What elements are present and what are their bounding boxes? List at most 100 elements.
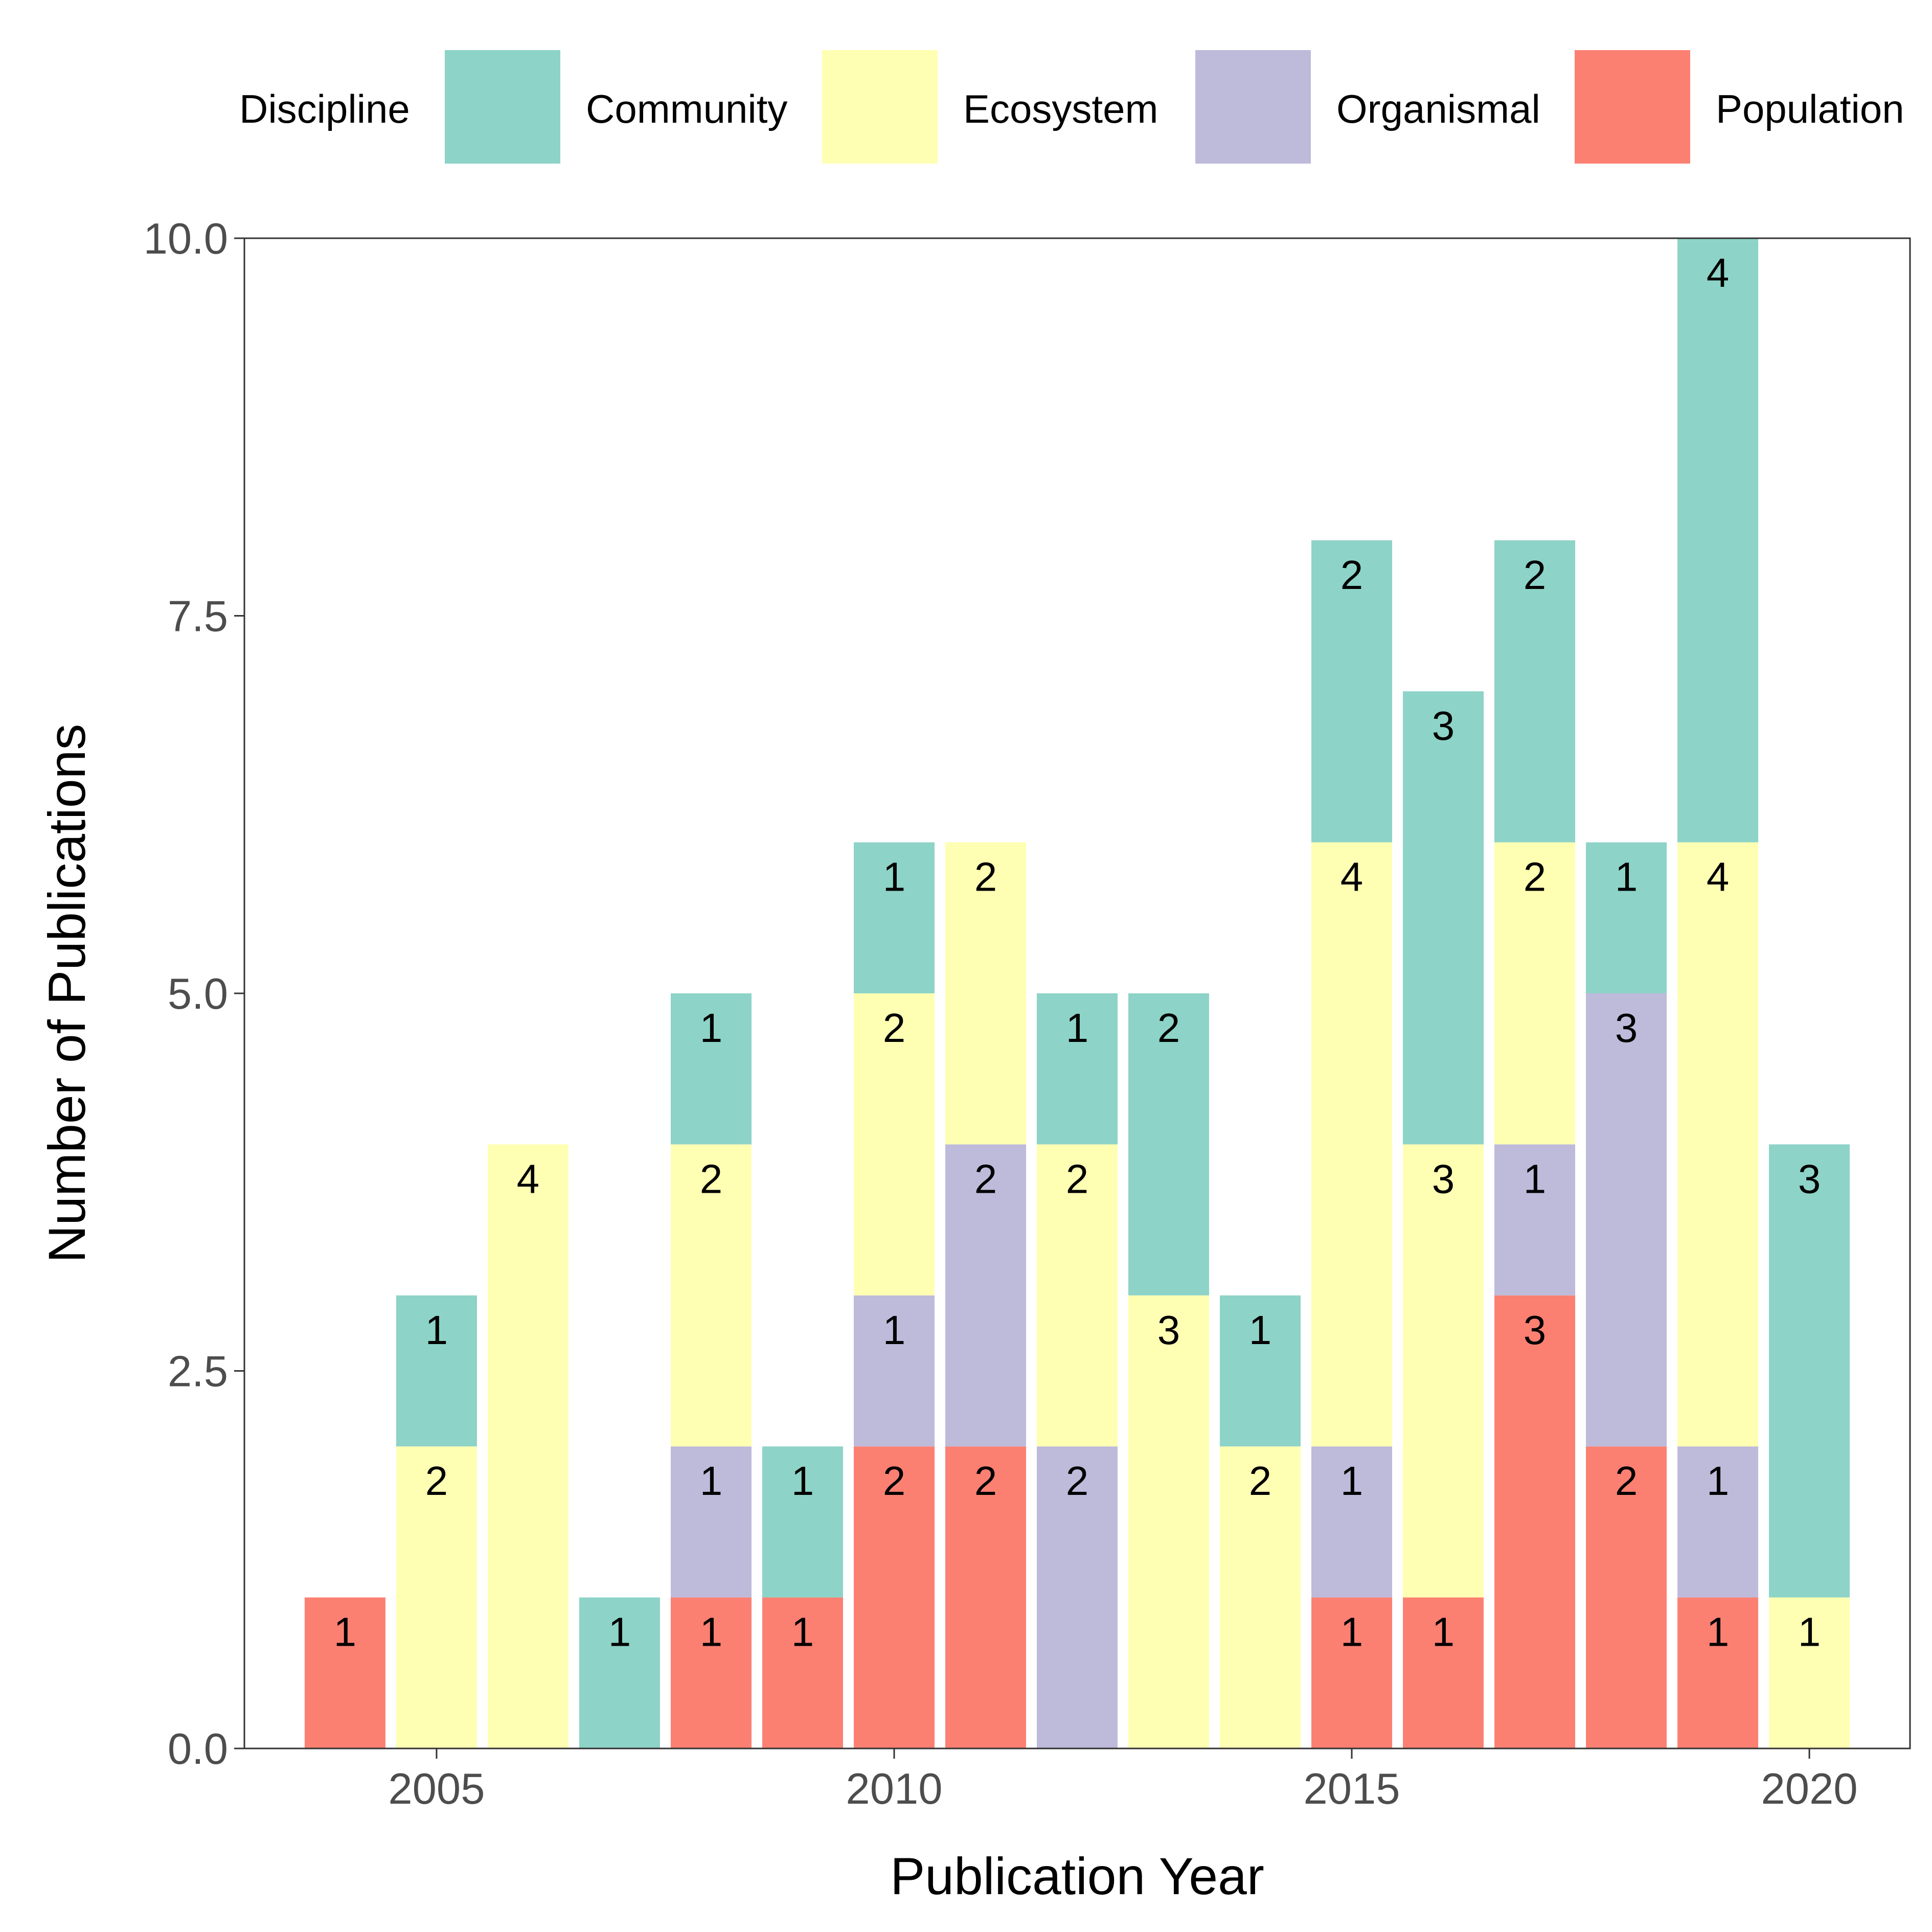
bar-population-2011: [945, 1446, 1026, 1748]
bar-label-community-2020: 3: [1798, 1156, 1821, 1201]
bar-ecosystem-2014: [1220, 1446, 1301, 1748]
bar-label-organismal-2017: 1: [1524, 1156, 1547, 1201]
bar-population-2015: [1311, 1597, 1393, 1748]
bar-population-2016: [1403, 1597, 1484, 1748]
bar-label-population-2019: 1: [1707, 1609, 1730, 1655]
bar-organismal-2011: [945, 1144, 1026, 1447]
bar-label-community-2016: 3: [1432, 703, 1455, 748]
bar-label-community-2013: 2: [1157, 1005, 1180, 1051]
bar-community-2008: [670, 993, 752, 1145]
bar-organismal-2017: [1494, 1144, 1576, 1295]
bar-community-2013: [1128, 993, 1210, 1295]
bar-population-2018: [1586, 1446, 1667, 1748]
bar-community-2018: [1586, 842, 1667, 993]
legend-label-community: Community: [586, 86, 787, 131]
bar-organismal-2012: [1037, 1446, 1118, 1748]
bar-population-2008: [670, 1597, 752, 1748]
bar-label-ecosystem-2019: 4: [1707, 854, 1730, 900]
bar-label-ecosystem-2013: 3: [1157, 1307, 1180, 1353]
bar-labels-layer: 1 2 1 4 1 1 1 2 1 1 1 2 1 2 1 2 2 2 2 2 1 3 2 2 1 1 1 4 2 1 3 3 3 1 2 2 2 3 1 1…: [334, 250, 1821, 1655]
y-tick-label: 7.5: [168, 593, 228, 641]
bar-label-organismal-2012: 2: [1066, 1458, 1089, 1504]
bar-ecosystem-2016: [1403, 1144, 1484, 1598]
bar-label-community-2012: 1: [1066, 1005, 1089, 1051]
legend-label-ecosystem: Ecosystem: [963, 86, 1158, 131]
bar-label-ecosystem-2016: 3: [1432, 1156, 1455, 1201]
axes-layer: 0.0 2.5 5.0 7.5 10.0 2005 2010 2015 2020: [144, 215, 1858, 1813]
bar-population-2019: [1677, 1597, 1759, 1748]
x-axis-title: Publication Year: [890, 1847, 1264, 1905]
bar-label-organismal-2015: 1: [1340, 1458, 1363, 1504]
bar-label-organismal-2010: 1: [883, 1307, 906, 1353]
bar-community-2017: [1494, 540, 1576, 843]
bar-community-2019: [1677, 238, 1759, 843]
bar-population-2009: [762, 1597, 843, 1748]
legend-key-community: [445, 50, 560, 164]
bar-label-population-2018: 2: [1615, 1458, 1638, 1504]
bar-ecosystem-2015: [1311, 842, 1393, 1447]
bar-label-organismal-2019: 1: [1707, 1458, 1730, 1504]
bar-label-organismal-2018: 3: [1615, 1005, 1638, 1051]
bar-ecosystem-2012: [1037, 1144, 1118, 1447]
bar-community-2015: [1311, 540, 1393, 843]
bar-label-population-2008: 1: [700, 1609, 723, 1655]
bar-community-2009: [762, 1446, 843, 1598]
bar-label-population-2004: 1: [334, 1609, 357, 1655]
bar-organismal-2010: [853, 1295, 935, 1447]
x-tick-label: 2010: [846, 1765, 942, 1813]
x-tick-label: 2020: [1761, 1765, 1858, 1813]
bars-layer: [304, 238, 1850, 1748]
bar-population-2004: [304, 1597, 385, 1748]
bar-label-ecosystem-2005: 2: [425, 1458, 448, 1504]
bar-label-population-2010: 2: [883, 1458, 906, 1504]
bar-organismal-2008: [670, 1446, 752, 1598]
legend-key-population: [1575, 50, 1690, 164]
bar-community-2020: [1769, 1144, 1850, 1598]
x-tick-label: 2005: [388, 1765, 485, 1813]
bar-community-2014: [1220, 1295, 1301, 1447]
bar-ecosystem-2005: [396, 1446, 477, 1748]
legend-title: Discipline: [239, 86, 410, 131]
bar-label-community-2015: 2: [1340, 552, 1363, 598]
bar-ecosystem-2013: [1128, 1295, 1210, 1748]
legend-label-population: Population: [1716, 86, 1904, 131]
bar-ecosystem-2006: [487, 1144, 569, 1748]
bar-community-2010: [853, 842, 935, 993]
y-tick-label: 2.5: [168, 1348, 228, 1396]
bar-population-2017: [1494, 1295, 1576, 1748]
bar-community-2007: [579, 1597, 660, 1748]
legend-key-organismal: [1195, 50, 1311, 164]
bar-ecosystem-2020: [1769, 1597, 1850, 1748]
legend-label-organismal: Organismal: [1336, 86, 1540, 131]
bar-label-community-2005: 1: [425, 1307, 448, 1353]
bar-label-community-2007: 1: [608, 1609, 631, 1655]
bar-ecosystem-2008: [670, 1144, 752, 1447]
bar-label-community-2009: 1: [791, 1458, 814, 1504]
bar-ecosystem-2010: [853, 993, 935, 1295]
bar-organismal-2018: [1586, 993, 1667, 1447]
legend-key-ecosystem: [822, 50, 938, 164]
bar-community-2016: [1403, 691, 1484, 1145]
bar-population-2010: [853, 1446, 935, 1748]
bar-label-organismal-2008: 1: [700, 1458, 723, 1504]
y-tick-label: 0.0: [168, 1725, 228, 1774]
bar-ecosystem-2017: [1494, 842, 1576, 1145]
legend: Discipline Community Ecosystem Organismal Po…: [239, 50, 1904, 164]
bar-label-population-2011: 2: [974, 1458, 997, 1504]
bar-label-ecosystem-2010: 2: [883, 1005, 906, 1051]
bar-organismal-2015: [1311, 1446, 1393, 1598]
bar-label-community-2019: 4: [1707, 250, 1730, 296]
bar-label-ecosystem-2011: 2: [974, 854, 997, 900]
bar-community-2005: [396, 1295, 477, 1447]
bar-label-ecosystem-2014: 2: [1249, 1458, 1272, 1504]
bar-label-community-2014: 1: [1249, 1307, 1272, 1353]
bar-label-population-2017: 3: [1524, 1307, 1547, 1353]
bar-label-community-2008: 1: [700, 1005, 723, 1051]
bar-ecosystem-2011: [945, 842, 1026, 1145]
bar-label-population-2015: 1: [1340, 1609, 1363, 1655]
bar-organismal-2019: [1677, 1446, 1759, 1598]
bar-label-population-2016: 1: [1432, 1609, 1455, 1655]
bar-label-community-2010: 1: [883, 854, 906, 900]
bar-label-ecosystem-2006: 4: [517, 1156, 540, 1201]
